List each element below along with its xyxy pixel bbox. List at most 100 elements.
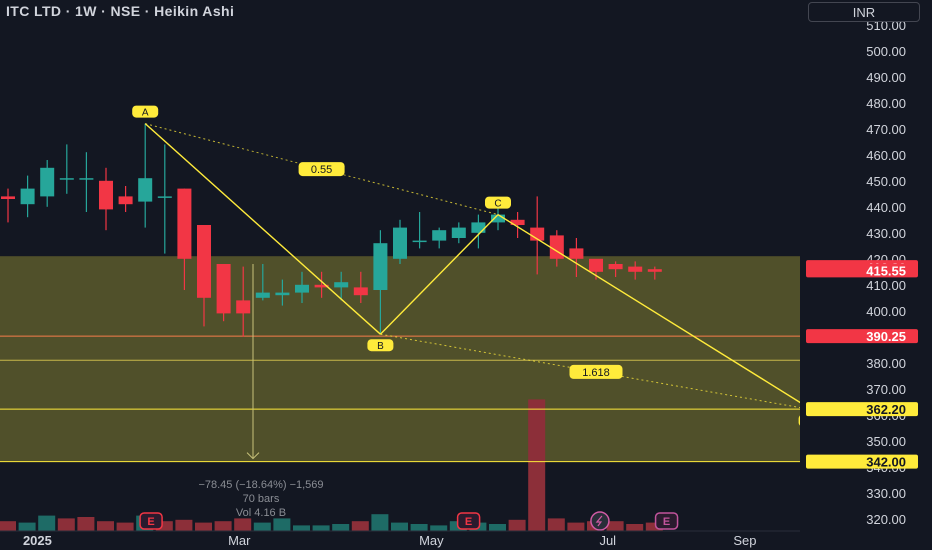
ratio-label: 0.55: [311, 164, 332, 176]
candle-body: [353, 287, 368, 296]
pattern-point-label: B: [377, 341, 384, 352]
price-tick-label: 440.00: [866, 200, 906, 215]
volume-bar: [18, 522, 36, 531]
candle-body: [608, 264, 623, 270]
volume-bar: [38, 515, 56, 531]
pattern-point-marker: [132, 105, 159, 118]
time-tick-label: Jul: [599, 533, 616, 548]
price-tick-label: 370.00: [866, 382, 906, 397]
price-marker-label: 390.25: [866, 329, 906, 344]
volume-bar: [351, 521, 369, 531]
earnings-icon-label: E: [465, 516, 472, 528]
earnings-icon-label: E: [663, 516, 670, 528]
volume-bar: [332, 524, 350, 531]
candle-body: [628, 266, 643, 272]
measure-arrow: [246, 452, 260, 460]
volume-bar: [489, 524, 506, 531]
candle-body: [177, 188, 192, 259]
price-marker-label: 342.00: [866, 455, 906, 470]
volume-bar: [155, 521, 173, 531]
candle-body: [647, 269, 662, 272]
price-tick-label: 330.00: [866, 486, 906, 501]
volume-bar: [508, 519, 526, 531]
dividend-icon-bolt: [595, 515, 603, 527]
candle-body: [79, 178, 94, 180]
price-tick-label: 500.00: [866, 44, 906, 59]
price-tick-label: 490.00: [866, 70, 906, 85]
pattern-point-marker: [485, 196, 511, 209]
ratio-line: [145, 123, 499, 216]
volume-bar: [214, 521, 232, 531]
candle-body: [334, 282, 349, 288]
candle-body: [99, 180, 113, 210]
candle-body: [393, 227, 407, 259]
candle-body: [275, 292, 290, 296]
volume-bar: [547, 518, 565, 531]
candle-body: [59, 178, 74, 180]
volume-bar: [626, 524, 644, 531]
earnings-icon: [654, 512, 679, 530]
volume-bar: [430, 525, 448, 531]
pattern-leg: [497, 214, 812, 411]
volume-bar: [195, 522, 212, 531]
volume-bar: [175, 519, 193, 531]
currency-selector[interactable]: INR: [808, 2, 920, 22]
ratio-label: 1.618: [582, 367, 610, 379]
price-tick-label: 410.00: [866, 278, 906, 293]
price-tick-label: 430.00: [866, 226, 906, 241]
volume-bar: [234, 518, 252, 531]
candle-body: [236, 300, 251, 314]
pattern-point-label: C: [494, 199, 501, 210]
candle-body: [216, 264, 231, 314]
volume-bar: [410, 524, 428, 531]
price-marker-label: 362.20: [866, 402, 906, 417]
candle-body: [157, 196, 172, 198]
measure-label: 70 bars: [243, 493, 280, 505]
volume-bar: [528, 399, 546, 531]
candle-body: [589, 258, 603, 272]
candle-body: [1, 196, 15, 199]
candle-body: [549, 235, 564, 259]
price-marker: [806, 402, 918, 417]
pattern-point-marker: [367, 339, 394, 352]
candle-body: [471, 222, 486, 233]
earnings-icon: [456, 512, 481, 530]
time-tick-label: 2025: [23, 533, 52, 548]
price-tick-label: 450.00: [866, 174, 906, 189]
volume-bar: [567, 522, 585, 531]
candle-body: [40, 167, 55, 197]
earnings-icon-label: E: [147, 516, 154, 528]
candle-body: [118, 196, 133, 205]
candle-body: [373, 243, 388, 290]
time-tick-label: Sep: [733, 533, 756, 548]
price-tick-label: 350.00: [866, 434, 906, 449]
measure-label: −78.45 (−18.64%) −1,569: [198, 479, 323, 491]
candle-body: [451, 227, 466, 238]
price-marker: [806, 263, 918, 278]
time-tick-label: May: [419, 533, 444, 548]
price-tick-label: 400.00: [866, 304, 906, 319]
candle-body: [138, 178, 153, 202]
price-marker: [806, 329, 918, 344]
candle-body: [432, 230, 447, 241]
volume-bar: [293, 525, 310, 531]
dividend-icon: [590, 511, 610, 531]
candle-body: [20, 188, 35, 205]
ratio-label-box: [298, 162, 345, 177]
volume-bar: [273, 518, 291, 531]
time-tick-label: Mar: [228, 533, 251, 548]
target-zone: [0, 256, 800, 462]
price-tick-label: 470.00: [866, 122, 906, 137]
volume-bar: [253, 522, 271, 531]
price-tick-label: 320.00: [866, 512, 906, 527]
candle-body: [491, 214, 505, 223]
candle-body: [295, 284, 309, 293]
price-tick-label: 460.00: [866, 148, 906, 163]
candle-body: [569, 248, 584, 259]
candle-body: [510, 219, 525, 225]
volume-bar: [97, 521, 114, 531]
volume-bar: [77, 517, 95, 531]
volume-bar: [0, 521, 16, 531]
volume-bar: [312, 525, 330, 531]
